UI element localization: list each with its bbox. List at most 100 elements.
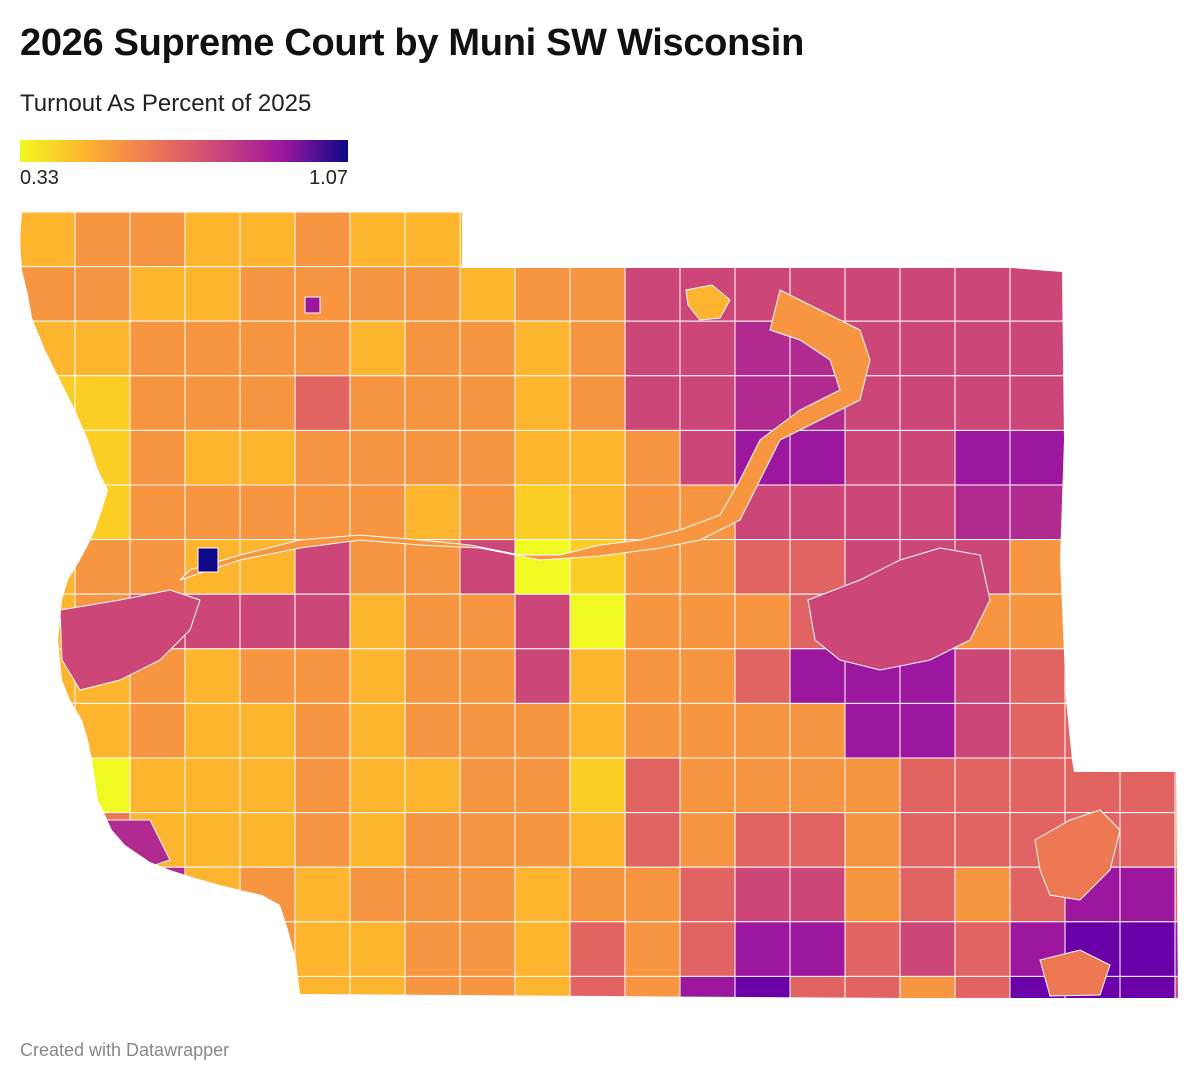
municipality-cell — [569, 975, 626, 998]
municipality-cell — [184, 757, 241, 814]
municipality-cell — [569, 648, 626, 704]
municipality-cell — [349, 429, 406, 486]
municipality-cell — [1174, 375, 1178, 431]
municipality-cell — [569, 866, 626, 923]
municipality-cell — [899, 320, 956, 377]
municipality-cell — [459, 593, 516, 650]
municipality-cell — [789, 975, 846, 998]
municipality-cell — [239, 593, 296, 650]
municipality-cell — [789, 866, 846, 923]
municipality-cell — [734, 375, 791, 431]
municipality-cell — [789, 757, 846, 814]
municipality-cell — [349, 866, 406, 923]
municipality-cell — [129, 320, 186, 377]
municipality-cell — [569, 812, 626, 868]
municipality-cell — [349, 266, 406, 322]
municipality-cell — [679, 375, 736, 431]
municipality-cell — [1119, 484, 1176, 541]
municipality-cell — [1174, 866, 1178, 923]
municipality-cell — [789, 648, 846, 704]
municipality-cell — [899, 975, 956, 998]
municipality-cell — [74, 320, 131, 377]
municipality-cell — [129, 539, 186, 595]
municipality-cell — [845, 1031, 900, 1082]
municipality-cell — [1174, 320, 1178, 377]
municipality-cell — [734, 212, 791, 268]
municipality-cell — [20, 975, 76, 998]
river-mouth-town — [59, 589, 201, 691]
municipality-cell — [1064, 375, 1121, 431]
municipality-cell — [1009, 375, 1066, 431]
municipality-cell — [570, 1031, 625, 1082]
legend-gradient-bar — [20, 140, 348, 162]
municipality-cell — [844, 702, 901, 759]
municipality-cell — [294, 320, 351, 377]
municipality-cell — [1174, 593, 1178, 650]
municipality-cell — [679, 212, 736, 268]
municipality-cell — [74, 757, 131, 814]
municipality-cell — [624, 429, 681, 486]
municipality-cell — [294, 921, 351, 977]
municipality-cell — [954, 429, 1011, 486]
municipality-cell — [789, 484, 846, 541]
municipality-cell — [844, 921, 901, 977]
municipality-cell — [569, 320, 626, 377]
metro-janesville — [1034, 809, 1121, 901]
municipality-cell — [899, 702, 956, 759]
municipality-cell — [734, 921, 791, 977]
municipality-cell — [624, 593, 681, 650]
municipality-cell — [20, 921, 76, 977]
municipality-cell — [129, 266, 186, 322]
municipality-cell — [954, 702, 1011, 759]
municipality-cell — [404, 320, 461, 377]
municipality-cell — [514, 320, 571, 377]
municipality-cell — [954, 812, 1011, 868]
municipality-cell — [679, 812, 736, 868]
municipality-cell — [459, 921, 516, 977]
municipality-cell — [569, 429, 626, 486]
town-purple — [304, 296, 321, 314]
municipality-cell — [679, 921, 736, 977]
municipality-cell — [184, 921, 241, 977]
municipality-cell — [239, 866, 296, 923]
municipality-cell — [569, 375, 626, 431]
municipality-cell — [844, 757, 901, 814]
municipality-cell — [294, 648, 351, 704]
municipality-cell — [624, 812, 681, 868]
municipality-cell — [74, 921, 131, 977]
municipality-cell — [1174, 212, 1178, 268]
municipality-cell — [899, 429, 956, 486]
municipality-cell — [1174, 975, 1178, 998]
municipality-cell — [679, 975, 736, 998]
municipality-cell — [679, 539, 736, 595]
municipality-cell — [899, 266, 956, 322]
municipality-cell — [404, 702, 461, 759]
municipality-cell — [680, 1031, 735, 1082]
municipality-cell — [569, 702, 626, 759]
municipality-cell — [240, 1031, 295, 1082]
municipality-cell — [349, 320, 406, 377]
municipality-cell — [624, 212, 681, 268]
municipality-cell — [734, 866, 791, 923]
municipality-cell — [404, 484, 461, 541]
municipality-cell — [954, 975, 1011, 998]
municipality-cell — [184, 866, 241, 923]
municipality-cell — [20, 702, 76, 759]
municipality-cell — [1064, 429, 1121, 486]
municipality-cell — [349, 702, 406, 759]
municipality-cell — [624, 921, 681, 977]
municipality-cell — [74, 866, 131, 923]
municipality-cell — [459, 757, 516, 814]
municipality-cell — [1174, 812, 1178, 868]
municipality-cell — [624, 648, 681, 704]
municipality-cell — [569, 484, 626, 541]
municipality-cell — [349, 648, 406, 704]
municipality-cell — [1009, 484, 1066, 541]
municipality-cell — [239, 921, 296, 977]
municipality-cell — [954, 266, 1011, 322]
municipality-cell — [734, 975, 791, 998]
municipality-cell — [129, 212, 186, 268]
municipality-cell — [844, 212, 901, 268]
municipality-cell — [294, 484, 351, 541]
municipality-cell — [1009, 320, 1066, 377]
